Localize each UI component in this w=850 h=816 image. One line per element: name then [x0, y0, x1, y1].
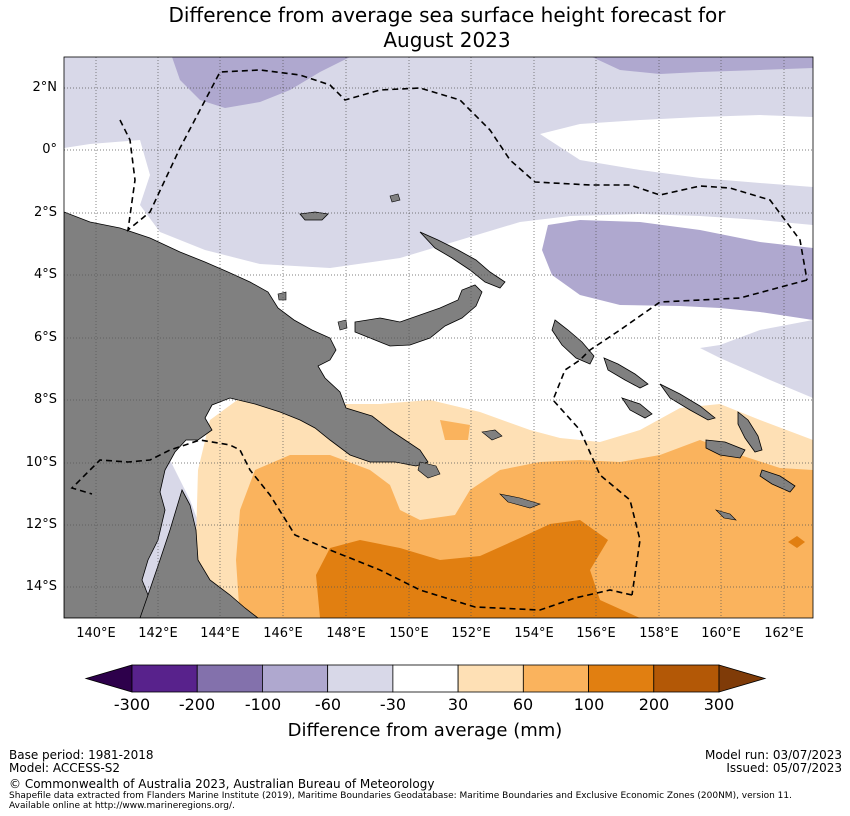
sea-height-contour-lavender-northeast [592, 57, 813, 74]
lon-label-148e: 148°E [326, 626, 366, 641]
land-islet-4 [714, 509, 737, 521]
land-makira [759, 469, 796, 493]
map-title-line1: Difference from average sea surface heig… [168, 3, 726, 27]
lon-label-140e: 140°E [76, 626, 116, 641]
lon-label-158e: 158°E [639, 626, 679, 641]
land-trobriand-islands [481, 429, 503, 441]
land-guadalcanal [705, 439, 746, 459]
land-manus [299, 211, 329, 221]
footer-shapefile-url: Available online at http://www.marinereg… [9, 801, 235, 811]
lat-label-6s: 6°S [33, 330, 57, 345]
lon-label-160e: 160°E [701, 626, 741, 641]
map-gridlines [64, 57, 813, 618]
colorbar-over-arrow [718, 664, 767, 693]
colorbar-title: Difference from average (mm) [287, 720, 563, 741]
land-cape-york [139, 488, 259, 618]
sea-height-contour-light-lavender-east [700, 320, 813, 398]
map-title-line2: August 2023 [383, 28, 511, 52]
lat-label-4s: 4°S [33, 267, 57, 282]
sea-height-contour-light-lavender-north [64, 57, 813, 268]
footer-issued: Issued: 05/07/2023 [726, 761, 842, 775]
eez-boundary-north [119, 69, 808, 281]
footer-shapefile-credit: Shapefile data extracted from Flanders M… [9, 791, 792, 801]
land-louisiade-islands [499, 493, 541, 509]
sea-height-contour-dark-orange [316, 520, 640, 618]
lat-label-8s: 8°S [33, 392, 57, 407]
lat-label-2n: 2°N [32, 80, 58, 95]
colorbar-segment-2 [196, 664, 263, 693]
colorbar-label-minus200: -200 [178, 695, 216, 714]
colorbar-label-minus100: -100 [244, 695, 282, 714]
lon-label-162e: 162°E [764, 626, 804, 641]
land-new-ireland [419, 231, 506, 289]
colorbar-segment-9 [653, 664, 720, 693]
land-islet-2 [277, 291, 287, 301]
land-new-guinea [64, 211, 429, 618]
lat-label-0: 0° [42, 142, 57, 157]
colorbar-segment-3 [262, 664, 329, 693]
colorbar-label-minus60: -60 [314, 695, 342, 714]
lon-label-144e: 144°E [200, 626, 240, 641]
sea-height-contour-dark-orange-patch [788, 536, 805, 548]
colorbar-segment-5 [392, 664, 459, 693]
colorbar-label-200: 200 [638, 695, 670, 714]
lon-label-156e: 156°E [576, 626, 616, 641]
land-new-georgia [621, 397, 653, 419]
lon-label-150e: 150°E [389, 626, 429, 641]
land-new-britain [354, 284, 483, 347]
lat-label-12s: 12°S [25, 517, 57, 532]
land-islet-1 [389, 193, 401, 203]
colorbar-label-30: 30 [447, 695, 469, 714]
lat-label-2s: 2°S [33, 205, 57, 220]
colorbar-segment-7 [522, 664, 589, 693]
lon-label-154e: 154°E [514, 626, 554, 641]
lat-label-14s: 14°S [25, 579, 57, 594]
land-bougainville [551, 319, 595, 365]
sea-height-contour-lavender-east [542, 220, 813, 320]
map-plot [63, 56, 814, 619]
map-title: Difference from average sea surface heig… [0, 3, 850, 53]
colorbar-under-arrow [84, 664, 133, 693]
land-malaita [737, 411, 763, 453]
land-islet-3 [337, 319, 348, 331]
footer-base-period: Base period: 1981-2018 [9, 748, 154, 762]
lon-label-152e: 152°E [451, 626, 491, 641]
colorbar-label-100: 100 [573, 695, 605, 714]
lon-label-142e: 142°E [138, 626, 178, 641]
sea-height-contour-lavender-north [172, 57, 350, 108]
colorbar-segment-8 [588, 664, 655, 693]
land-dentrecasteaux-islands [417, 461, 441, 479]
colorbar-segment-6 [457, 664, 524, 693]
colorbar-label-minus30: -30 [379, 695, 407, 714]
footer-model: Model: ACCESS-S2 [9, 761, 121, 775]
map-frame [63, 56, 814, 619]
land-choiseul [603, 357, 649, 389]
colorbar-segment-4 [327, 664, 394, 693]
colorbar-label-60: 60 [512, 695, 534, 714]
colorbar-label-minus300: -300 [113, 695, 151, 714]
lon-label-146e: 146°E [263, 626, 303, 641]
sea-height-contour-light-orange-patch [440, 420, 470, 440]
eez-boundary [70, 69, 808, 611]
footer-model-run: Model run: 03/07/2023 [704, 748, 842, 762]
lat-label-10s: 10°S [25, 455, 57, 470]
footer-copyright: © Commonwealth of Australia 2023, Austra… [9, 777, 435, 791]
eez-boundary-south [70, 439, 633, 611]
colorbar-label-300: 300 [703, 695, 735, 714]
colorbar-segment-1 [131, 664, 198, 693]
